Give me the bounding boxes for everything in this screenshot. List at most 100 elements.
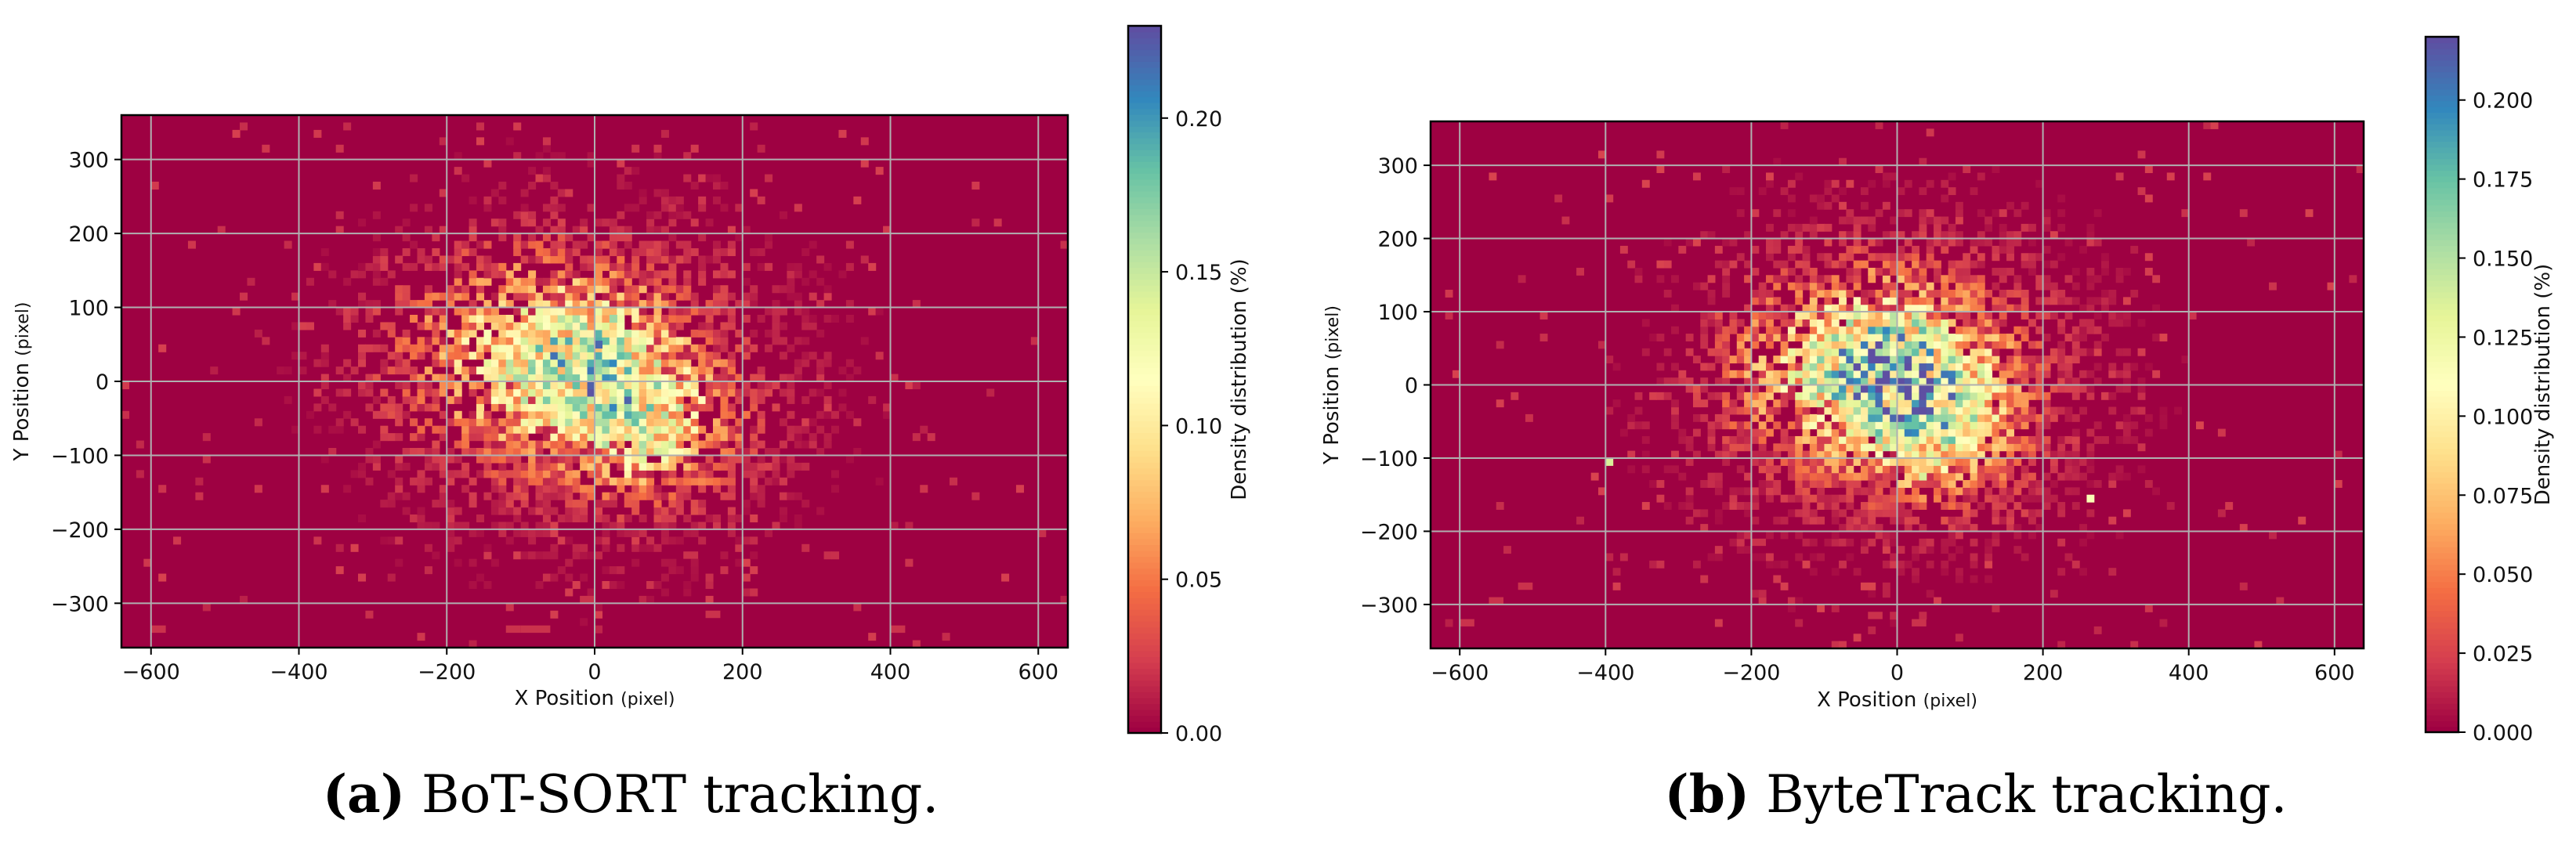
heatmap-cell bbox=[483, 388, 492, 397]
heatmap-cell bbox=[565, 248, 573, 257]
heatmap-cell bbox=[1912, 480, 1920, 488]
heatmap-cell bbox=[1868, 590, 1876, 598]
heatmap-cell bbox=[1882, 457, 1890, 466]
heatmap-cell bbox=[823, 433, 832, 442]
colorbar-segment bbox=[2426, 257, 2458, 264]
heatmap-cell bbox=[424, 455, 432, 464]
heatmap-cell bbox=[490, 359, 499, 367]
heatmap-cell bbox=[646, 595, 655, 604]
y-tick-label: 100 bbox=[68, 297, 109, 321]
heatmap-cell bbox=[580, 374, 588, 382]
heatmap-cell bbox=[794, 204, 802, 212]
heatmap-cell bbox=[772, 337, 780, 345]
heatmap-cell bbox=[1934, 312, 1941, 320]
heatmap-cell bbox=[1641, 348, 1650, 356]
heatmap-cell bbox=[424, 315, 432, 323]
heatmap-cell bbox=[1634, 392, 1643, 400]
heatmap-cell bbox=[358, 514, 367, 523]
heatmap-cell bbox=[1955, 384, 1963, 393]
heatmap-cell bbox=[513, 485, 522, 493]
heatmap-cell bbox=[439, 455, 447, 464]
heatmap-cell bbox=[1919, 457, 1927, 466]
heatmap-cell bbox=[617, 359, 625, 367]
heatmap-cell bbox=[461, 418, 470, 427]
heatmap-cell bbox=[1766, 312, 1774, 320]
heatmap-cell bbox=[572, 248, 581, 257]
heatmap-cell bbox=[631, 403, 640, 412]
heatmap-cell bbox=[595, 240, 603, 249]
heatmap-cell bbox=[1736, 319, 1745, 327]
heatmap-cell bbox=[557, 204, 566, 212]
colorbar-segment bbox=[2426, 442, 2458, 449]
heatmap-cell bbox=[513, 374, 522, 382]
heatmap-cell bbox=[513, 122, 522, 131]
heatmap-cell bbox=[1926, 457, 1934, 466]
heatmap-cell bbox=[1839, 480, 1847, 488]
heatmap-cell bbox=[1963, 428, 1971, 437]
colorbar-tick-label: 0.050 bbox=[2473, 563, 2533, 587]
heatmap-cell bbox=[1926, 480, 1934, 488]
heatmap-cell bbox=[1941, 275, 1949, 283]
heatmap-cell bbox=[483, 255, 492, 264]
heatmap-cell bbox=[750, 248, 758, 257]
heatmap-cell bbox=[1970, 348, 1978, 356]
heatmap-cell bbox=[1824, 326, 1833, 334]
heatmap-cell bbox=[557, 433, 566, 442]
heatmap-cell bbox=[1787, 421, 1796, 430]
heatmap-cell bbox=[617, 322, 625, 330]
colorbar-segment bbox=[2426, 645, 2458, 652]
heatmap-cell bbox=[675, 315, 684, 323]
colorbar-segment bbox=[2426, 106, 2458, 113]
colorbar-segment bbox=[1128, 456, 1161, 463]
heatmap-cell bbox=[1941, 516, 1949, 525]
heatmap-cell bbox=[631, 558, 640, 567]
heatmap-cell bbox=[1802, 319, 1811, 327]
heatmap-cell bbox=[490, 366, 499, 375]
heatmap-cell bbox=[750, 440, 758, 449]
heatmap-cell bbox=[513, 248, 522, 257]
heatmap-cell bbox=[1656, 392, 1665, 400]
heatmap-cell bbox=[557, 418, 566, 427]
heatmap-cell bbox=[587, 403, 595, 412]
heatmap-cell bbox=[823, 359, 832, 367]
heatmap-cell bbox=[1707, 472, 1716, 481]
heatmap-cell bbox=[646, 477, 655, 486]
heatmap-cell bbox=[1955, 326, 1963, 334]
colorbar-segment bbox=[2426, 48, 2458, 55]
heatmap-cell bbox=[2006, 428, 2014, 437]
heatmap-cell bbox=[653, 492, 662, 500]
heatmap-cell bbox=[335, 543, 344, 552]
heatmap-cell bbox=[350, 315, 359, 323]
heatmap-cell bbox=[528, 240, 537, 249]
heatmap-cell bbox=[853, 418, 862, 427]
heatmap-cell bbox=[660, 270, 669, 279]
heatmap-cell bbox=[617, 211, 625, 219]
heatmap-cell bbox=[476, 137, 485, 146]
heatmap-cell bbox=[343, 307, 352, 316]
heatmap-cell bbox=[461, 440, 470, 449]
heatmap-cell bbox=[675, 344, 684, 352]
heatmap-cell bbox=[498, 196, 507, 204]
colorbar-segment bbox=[2426, 274, 2458, 281]
heatmap-cell bbox=[1780, 435, 1789, 444]
heatmap-cell bbox=[528, 440, 537, 449]
heatmap-cell bbox=[1882, 377, 1890, 386]
heatmap-cell bbox=[284, 395, 292, 404]
heatmap-cell bbox=[1817, 399, 1825, 408]
heatmap-cell bbox=[1875, 356, 1883, 364]
heatmap-cell bbox=[1846, 253, 1854, 262]
heatmap-cell bbox=[845, 315, 854, 323]
heatmap-cell bbox=[580, 440, 588, 449]
heatmap-cell bbox=[595, 388, 603, 397]
heatmap-cell bbox=[1926, 289, 1934, 298]
heatmap-cell bbox=[727, 470, 736, 478]
heatmap-cell bbox=[587, 292, 595, 301]
heatmap-cell bbox=[683, 448, 692, 457]
heatmap-cell bbox=[646, 410, 655, 419]
heatmap-cell bbox=[1934, 275, 1941, 283]
heatmap-cell bbox=[1736, 384, 1745, 393]
heatmap-cell bbox=[1773, 157, 1782, 166]
heatmap-cell bbox=[698, 270, 707, 279]
heatmap-cell bbox=[683, 403, 692, 412]
heatmap-cell bbox=[646, 337, 655, 345]
